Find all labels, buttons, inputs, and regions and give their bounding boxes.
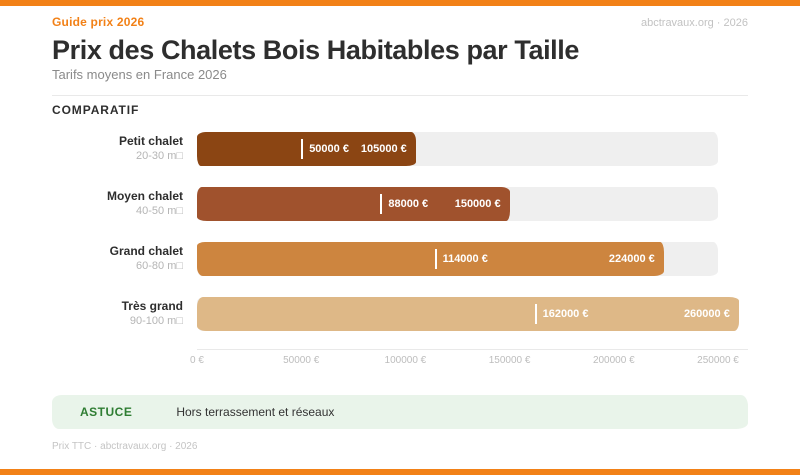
chart-row: Très grand 90-100 m□ 162000 € 260000 € <box>52 286 748 341</box>
category-name: Petit chalet <box>118 134 183 148</box>
row-label: Très grand 90-100 m□ <box>52 299 197 328</box>
section-label: COMPARATIF <box>52 103 140 117</box>
axis-tick-label: 150000 € <box>488 355 531 366</box>
bottom-accent-bar <box>0 469 800 475</box>
bar-area: 114000 € 224000 € <box>197 241 748 276</box>
bar-chart: Petit chalet 20-30 m□ 50000 € 105000 € Moyen… <box>52 121 748 370</box>
tip-text: Hors terrassement et réseaux <box>176 405 335 419</box>
category-name: Très grand <box>121 299 183 313</box>
page-subtitle: Tarifs moyens en France 2026 <box>52 67 227 82</box>
axis-tick-label: 250000 € <box>697 355 739 366</box>
kicker: Guide prix 2026 <box>52 15 145 29</box>
axis-tick-label: 50000 € <box>283 355 320 366</box>
category-name: Grand chalet <box>109 244 183 258</box>
min-price-label: 162000 € <box>542 307 589 320</box>
row-label: Grand chalet 60-80 m□ <box>52 244 197 273</box>
category-name: Moyen chalet <box>106 189 183 203</box>
header: Guide prix 2026 abctravaux.org · 2026 Pr… <box>0 0 800 82</box>
page-title: Prix des Chalets Bois Habitables par Tai… <box>52 35 579 65</box>
category-size: 60-80 m□ <box>136 260 183 272</box>
min-price-tick <box>534 303 537 324</box>
header-divider <box>52 95 748 96</box>
axis-tick-label: 0 € <box>190 355 204 366</box>
tip-badge: ASTUCE <box>80 405 133 419</box>
footer-note: Prix TTC · abctravaux.org · 2026 <box>52 441 198 452</box>
tip-banner: ASTUCE Hors terrassement et réseaux <box>52 395 748 429</box>
row-label: Moyen chalet 40-50 m□ <box>52 189 197 218</box>
row-label: Petit chalet 20-30 m□ <box>52 134 197 163</box>
max-price-label: 224000 € <box>608 252 655 265</box>
x-axis: 0 € 50000 € 100000 € 150000 € 200000 € 250000… <box>190 349 748 370</box>
min-price-label: 88000 € <box>388 197 429 210</box>
category-size: 40-50 m□ <box>136 205 183 217</box>
axis-tick-label: 100000 € <box>384 355 427 366</box>
max-price-label: 150000 € <box>454 197 501 210</box>
source-credit: abctravaux.org · 2026 <box>640 17 748 29</box>
min-price-tick <box>434 248 437 269</box>
bar <box>197 131 416 166</box>
bar-area: 50000 € 105000 € <box>197 131 748 166</box>
category-size: 20-30 m□ <box>136 150 183 162</box>
category-size: 90-100 m□ <box>129 315 183 327</box>
bar <box>197 241 664 276</box>
min-price-label: 114000 € <box>442 252 488 265</box>
min-price-tick <box>380 193 383 214</box>
max-price-label: 260000 € <box>683 307 730 320</box>
chart-row: Grand chalet 60-80 m□ 114000 € 224000 € <box>52 231 748 286</box>
min-price-label: 50000 € <box>309 142 349 155</box>
bar-area: 162000 € 260000 € <box>197 296 748 331</box>
chart-row: Petit chalet 20-30 m□ 50000 € 105000 € <box>52 121 748 176</box>
min-price-tick <box>301 138 304 159</box>
chart-row: Moyen chalet 40-50 m□ 88000 € 150000 € <box>52 176 748 231</box>
max-price-label: 105000 € <box>360 142 407 155</box>
chart-rows: Petit chalet 20-30 m□ 50000 € 105000 € Moyen… <box>52 121 748 341</box>
bar <box>197 186 510 221</box>
bar-area: 88000 € 150000 € <box>197 186 748 221</box>
axis-tick-label: 200000 € <box>592 355 635 366</box>
top-accent-bar <box>0 0 800 6</box>
bar <box>197 296 739 331</box>
